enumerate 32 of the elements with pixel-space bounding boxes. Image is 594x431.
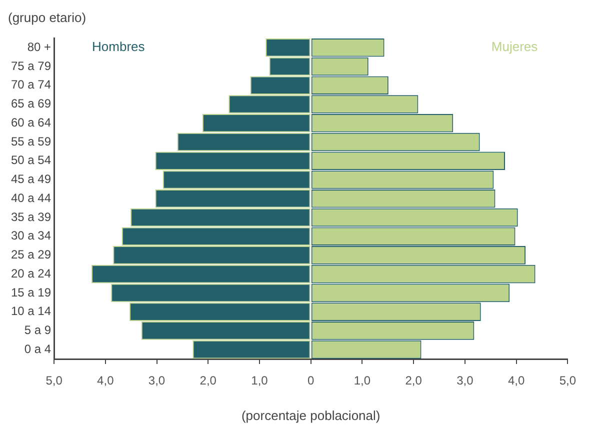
y-tick-label: 80 + [27, 40, 52, 54]
x-tick-label: 3,0 [456, 374, 474, 388]
y-tick-label: 0 a 4 [24, 342, 52, 356]
x-tick-label: 2,0 [405, 374, 422, 388]
y-tick-label: 25 a 29 [10, 248, 52, 262]
y-tick-label: 20 a 24 [10, 266, 52, 280]
y-tick-label: 45 a 49 [10, 172, 52, 186]
x-tick-label: 1,0 [354, 374, 371, 388]
y-tick-label: 5 a 9 [24, 323, 52, 338]
x-tick-label: 4,0 [508, 374, 525, 388]
x-tick-label: 3,0 [148, 374, 166, 388]
y-tick-label: 65 a 69 [10, 96, 52, 111]
y-tick-label: 75 a 79 [10, 58, 52, 73]
x-tick-label: 1,0 [251, 374, 268, 388]
x-tick-label: 2,0 [200, 374, 217, 388]
x-tick-label: 5,0 [46, 374, 63, 388]
y-axis-title: (grupo etario) [8, 9, 88, 27]
x-tick-label: 5,0 [559, 374, 576, 388]
y-tick-label: 55 a 59 [10, 134, 52, 148]
x-axis-title: (porcentaje poblacional) [241, 408, 380, 423]
text: Mujeres [491, 39, 538, 54]
y-tick-label: 10 a 14 [10, 304, 52, 318]
y-tick-label: 50 a 54 [10, 153, 52, 168]
y-tick-label: 40 a 44 [10, 190, 52, 205]
text: Hombres [92, 39, 146, 54]
y-tick-label: 30 a 34 [10, 228, 52, 243]
y-tick-label: 60 a 64 [10, 115, 52, 130]
y-tick-label: 15 a 19 [10, 285, 52, 300]
y-tick-label: 35 a 39 [10, 210, 52, 224]
x-tick-label: 0 [308, 374, 315, 388]
y-tick-label: 70 a 74 [10, 78, 52, 92]
x-tick-label: 4,0 [97, 374, 114, 388]
